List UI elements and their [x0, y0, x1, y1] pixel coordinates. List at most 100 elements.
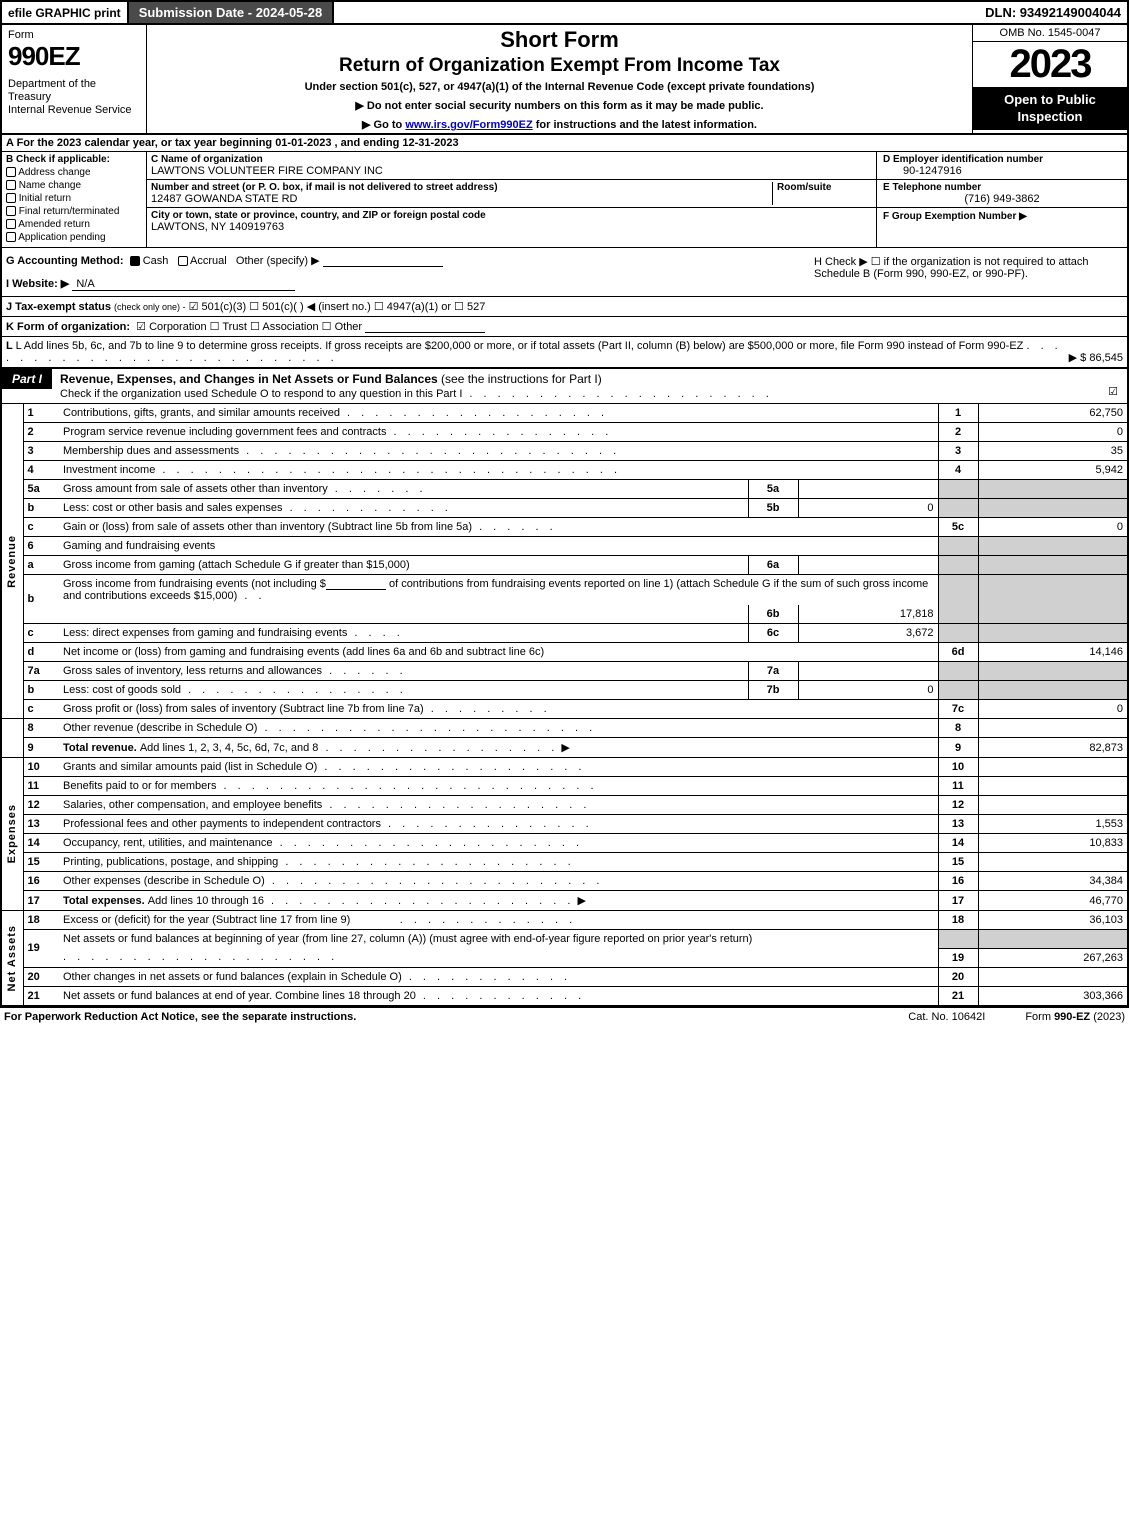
- line-num: d: [23, 643, 59, 662]
- grey-box: [938, 624, 978, 643]
- line-num: b: [23, 681, 59, 700]
- cb-amended-return[interactable]: Amended return: [6, 219, 142, 230]
- line-box: 20: [938, 967, 978, 986]
- netassets-table: Net Assets 18 Excess or (deficit) for th…: [0, 911, 1129, 1007]
- cash-label: Cash: [143, 255, 169, 267]
- grey-amount: [978, 499, 1128, 518]
- line-amount: 82,873: [978, 738, 1128, 758]
- title-return: Return of Organization Exempt From Incom…: [155, 55, 964, 77]
- cb-label: Address change: [18, 167, 90, 178]
- line-num: 13: [23, 815, 59, 834]
- title-col: Short Form Return of Organization Exempt…: [147, 25, 972, 133]
- line-desc: Other revenue (describe in Schedule O): [63, 722, 257, 734]
- ein: 90-1247916: [883, 165, 1121, 177]
- org-name: LAWTONS VOLUNTEER FIRE COMPANY INC: [151, 165, 872, 177]
- revenue-side-label: Revenue: [1, 404, 23, 719]
- i-label: I Website: ▶: [6, 278, 69, 290]
- efile-label[interactable]: efile GRAPHIC print: [2, 4, 127, 22]
- cb-application-pending[interactable]: Application pending: [6, 232, 142, 243]
- line-num: c: [23, 624, 59, 643]
- line-num: 10: [23, 758, 59, 777]
- line-amount: 5,942: [978, 461, 1128, 480]
- sub-val: [798, 662, 938, 681]
- line-box: 7c: [938, 700, 978, 719]
- line-desc: Less: cost of goods sold: [63, 684, 181, 696]
- line-desc: Gross sales of inventory, less returns a…: [63, 665, 322, 677]
- revenue-table: Revenue 1 Contributions, gifts, grants, …: [0, 404, 1129, 758]
- line-box: 17: [938, 891, 978, 911]
- line-desc2: Add lines 1, 2, 3, 4, 5c, 6d, 7c, and 8: [140, 742, 319, 754]
- cb-name-change[interactable]: Name change: [6, 180, 142, 191]
- website-val: N/A: [72, 278, 294, 291]
- under-section: Under section 501(c), 527, or 4947(a)(1)…: [155, 81, 964, 93]
- g-label: G Accounting Method:: [6, 255, 124, 267]
- grey-box: [938, 499, 978, 518]
- right-col: OMB No. 1545-0047 2023 Open to Public In…: [972, 25, 1127, 133]
- c-room-label: Room/suite: [777, 182, 872, 193]
- part1-tag: Part I: [2, 369, 52, 389]
- k-opts: ☑ Corporation ☐ Trust ☐ Association ☐ Ot…: [136, 321, 362, 333]
- line-desc: Gross income from fundraising events (no…: [63, 578, 326, 590]
- j-label: J Tax-exempt status: [6, 301, 111, 313]
- grey-amount: [978, 480, 1128, 499]
- cb-final-return[interactable]: Final return/terminated: [6, 206, 142, 217]
- open-to-public: Open to Public Inspection: [973, 88, 1127, 130]
- line-num: 7a: [23, 662, 59, 681]
- footer: For Paperwork Reduction Act Notice, see …: [0, 1007, 1129, 1026]
- part1-title: Revenue, Expenses, and Changes in Net As…: [52, 369, 1099, 403]
- form-ref-num: 990-EZ: [1054, 1011, 1090, 1023]
- line-num: 1: [23, 404, 59, 423]
- part1-title-text: Revenue, Expenses, and Changes in Net As…: [60, 372, 438, 386]
- line-box: 18: [938, 911, 978, 930]
- sub-box: 6a: [748, 556, 798, 575]
- line-desc: Gain or (loss) from sale of assets other…: [63, 521, 472, 533]
- h-text: H Check ▶ ☐ if the organization is not r…: [813, 254, 1123, 281]
- form-ref-pre: Form: [1025, 1011, 1054, 1023]
- line-amount: 35: [978, 442, 1128, 461]
- cb-cash[interactable]: [130, 256, 140, 266]
- tax-year: 2023: [973, 42, 1127, 88]
- line-box: 19: [938, 948, 978, 967]
- line-a: A For the 2023 calendar year, or tax yea…: [0, 135, 1129, 152]
- line-k: K Form of organization: ☑ Corporation ☐ …: [0, 317, 1129, 337]
- sub-box: 6c: [748, 624, 798, 643]
- cb-accrual[interactable]: [178, 256, 188, 266]
- line-amount: [978, 853, 1128, 872]
- paperwork-notice: For Paperwork Reduction Act Notice, see …: [4, 1011, 356, 1023]
- grey-box: [938, 662, 978, 681]
- line-desc: Net income or (loss) from gaming and fun…: [59, 643, 938, 662]
- line-desc: Other changes in net assets or fund bala…: [63, 971, 402, 983]
- line-amount: [978, 719, 1128, 738]
- line-desc: Gross profit or (loss) from sales of inv…: [63, 703, 424, 715]
- cb-address-change[interactable]: Address change: [6, 167, 142, 178]
- line-amount: 267,263: [978, 948, 1128, 967]
- irs-link[interactable]: www.irs.gov/Form990EZ: [405, 119, 532, 131]
- line-num: 9: [23, 738, 59, 758]
- cb-label: Initial return: [19, 193, 71, 204]
- cb-initial-return[interactable]: Initial return: [6, 193, 142, 204]
- line-box: 8: [938, 719, 978, 738]
- line-desc: Printing, publications, postage, and shi…: [63, 856, 278, 868]
- line-desc: Other expenses (describe in Schedule O): [63, 875, 265, 887]
- line-amount: 10,833: [978, 834, 1128, 853]
- grey-box: [938, 930, 978, 949]
- line-desc: Investment income: [63, 464, 155, 476]
- expenses-table: Expenses 10 Grants and similar amounts p…: [0, 758, 1129, 911]
- line-l: L L Add lines 5b, 6c, and 7b to line 9 t…: [0, 337, 1129, 368]
- line-j: J Tax-exempt status (check only one) - ☑…: [0, 297, 1129, 317]
- k-label: K Form of organization:: [6, 321, 130, 333]
- line-desc2: Add lines 10 through 16: [148, 895, 264, 907]
- line-box: 13: [938, 815, 978, 834]
- sub-box: 6b: [748, 605, 798, 624]
- sub-val: 3,672: [798, 624, 938, 643]
- k-other-input[interactable]: [365, 321, 485, 333]
- other-input[interactable]: [323, 255, 443, 267]
- part1-check[interactable]: ☑: [1099, 369, 1127, 398]
- line-desc: Gross income from gaming (attach Schedul…: [59, 556, 748, 575]
- line-amount: [978, 967, 1128, 986]
- grey-amount: [978, 537, 1128, 556]
- f-label: F Group Exemption Number ▶: [883, 211, 1027, 222]
- line-box: 10: [938, 758, 978, 777]
- grey-box: [938, 537, 978, 556]
- sub-box: 5a: [748, 480, 798, 499]
